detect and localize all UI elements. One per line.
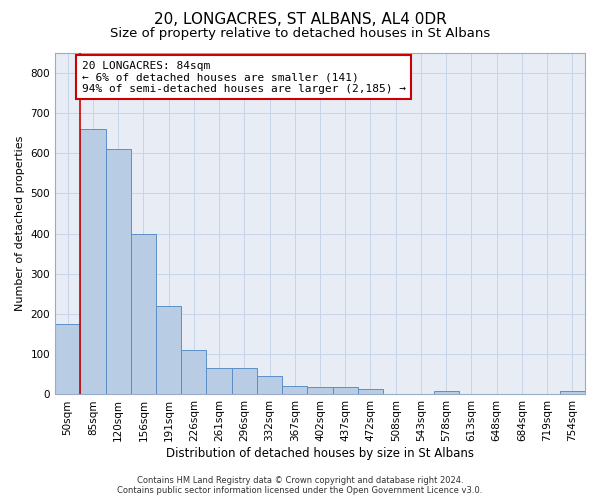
Text: Contains HM Land Registry data © Crown copyright and database right 2024.
Contai: Contains HM Land Registry data © Crown c… (118, 476, 482, 495)
Bar (131, 234, 156, 394)
Text: Size of property relative to detached houses in St Albans: Size of property relative to detached ho… (110, 28, 490, 40)
Bar (434, 391, 459, 394)
Bar (106, 149, 131, 394)
Bar (232, 368, 257, 394)
Bar (55, 324, 80, 394)
Text: 20, LONGACRES, ST ALBANS, AL4 0DR: 20, LONGACRES, ST ALBANS, AL4 0DR (154, 12, 446, 28)
Bar (560, 391, 585, 394)
Y-axis label: Number of detached properties: Number of detached properties (15, 136, 25, 311)
Bar (156, 306, 181, 394)
Bar (257, 376, 282, 394)
Bar (358, 389, 383, 394)
Bar (332, 387, 358, 394)
Bar (282, 386, 307, 394)
Bar (80, 129, 106, 394)
X-axis label: Distribution of detached houses by size in St Albans: Distribution of detached houses by size … (166, 447, 474, 460)
Bar (307, 387, 332, 394)
Bar (181, 350, 206, 395)
Bar (206, 368, 232, 394)
Text: 20 LONGACRES: 84sqm
← 6% of detached houses are smaller (141)
94% of semi-detach: 20 LONGACRES: 84sqm ← 6% of detached hou… (82, 60, 406, 94)
